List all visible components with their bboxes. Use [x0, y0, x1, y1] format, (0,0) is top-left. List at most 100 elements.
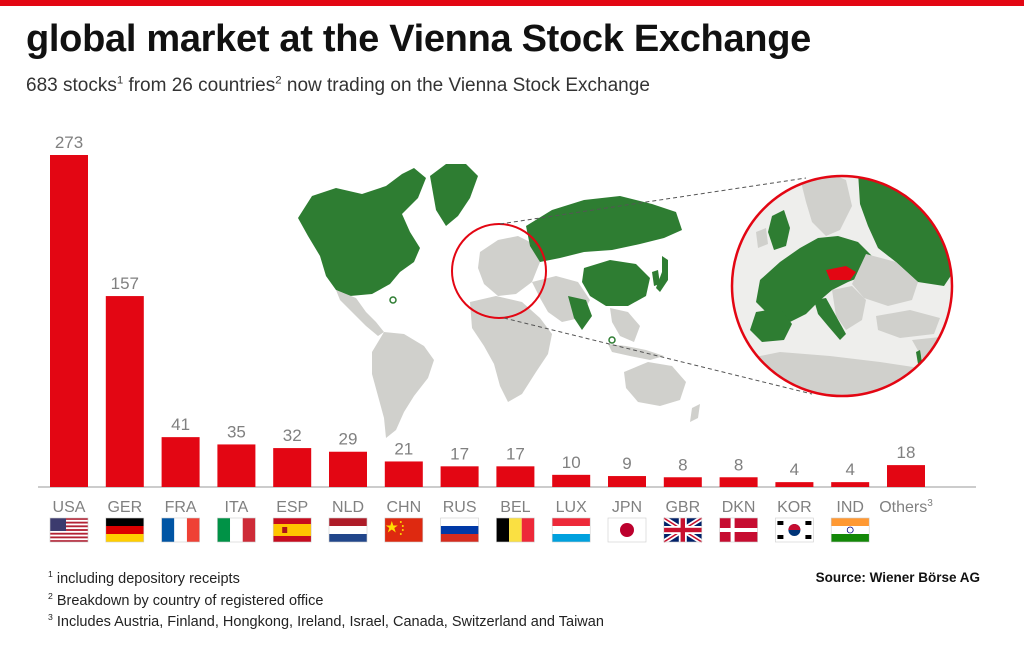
zoom-israel [916, 350, 922, 364]
top-accent-bar [0, 0, 1024, 6]
france-flag-icon [161, 517, 200, 543]
subtitle-rest: now trading on the Vienna Stock Exchange [281, 75, 650, 96]
value-labels-group: 273 157 41 35 32 29 21 17 17 10 9 8 8 4 4 18 [55, 133, 916, 479]
belgium-flag-icon [496, 517, 535, 543]
bar-esp [273, 448, 312, 487]
value-label-others: 18 [897, 443, 916, 462]
footnote-2: 2 Breakdown by country of registered off… [48, 591, 604, 613]
page-subtitle: 683 stocks1 from 26 countries2 now tradi… [26, 75, 650, 97]
value-label-bel: 17 [506, 444, 525, 463]
map-marker-small-1 [389, 296, 397, 304]
map-japan [656, 256, 668, 292]
spain-flag-icon [272, 517, 312, 543]
map-marker-small-2 [608, 336, 616, 344]
category-label-others: Others3 [879, 498, 933, 516]
zoom-uk [768, 210, 790, 250]
subtitle-countries: from 26 countries [123, 75, 276, 96]
value-label-jpn: 9 [622, 454, 631, 473]
subtitle-footnote-mark-2: 2 [275, 74, 282, 87]
europe-zoom-map [730, 174, 954, 398]
value-label-chn: 21 [394, 439, 413, 458]
zoom-balkans [832, 286, 866, 330]
world-map [298, 164, 700, 438]
bar-ind [831, 482, 870, 487]
category-label-fra: FRA [165, 499, 197, 516]
bar-fra [161, 437, 200, 487]
category-label-bel: BEL [500, 499, 530, 516]
zoom-italy [814, 298, 846, 340]
zoom-eastern-europe [852, 254, 918, 306]
category-label-lux: LUX [556, 499, 587, 516]
usa-flag-icon [49, 517, 89, 543]
russia-flag-icon [440, 517, 479, 543]
footnote-1: 1 including depository receipts [48, 569, 604, 591]
value-label-rus: 17 [450, 444, 469, 463]
map-australia [624, 362, 686, 406]
category-label-ind: IND [836, 499, 864, 516]
category-label-usa: USA [53, 499, 86, 516]
bar-nld [329, 451, 367, 487]
bar-usa [50, 155, 88, 487]
value-label-nld: 29 [339, 430, 358, 449]
japan-flag-icon [607, 517, 647, 543]
footnotes: 1 including depository receipts 2 Breakd… [48, 569, 604, 634]
zoom-ireland [756, 228, 768, 248]
value-label-ita: 35 [227, 422, 246, 441]
footnote-3-text: Includes Austria, Finland, Hongkong, Ire… [52, 614, 604, 630]
bar-bel [496, 466, 535, 487]
category-label-rus: RUS [443, 499, 477, 516]
category-label-esp: ESP [276, 499, 308, 516]
map-china [582, 260, 650, 306]
zoom-turkey [876, 310, 940, 338]
value-label-esp: 32 [283, 426, 302, 445]
bar-kor [775, 482, 814, 487]
europe-highlight-ring [451, 223, 547, 319]
bar-chn [384, 461, 423, 487]
page-title: global market at the Vienna Stock Exchan… [26, 18, 811, 60]
value-label-ind: 4 [845, 460, 854, 479]
india-flag-icon [830, 517, 870, 543]
map-europe [478, 236, 540, 296]
zoom-scandinavia [800, 176, 852, 236]
footnote-1-mark: 1 [48, 569, 53, 580]
category-label-ger: GER [107, 499, 142, 516]
denmark-flag-icon [719, 517, 758, 543]
china-flag-icon [384, 517, 424, 543]
luxembourg-flag-icon [551, 517, 591, 543]
footnote-2-text: Breakdown by country of registered offic… [52, 592, 324, 609]
bar-lux [552, 474, 591, 487]
value-label-lux: 10 [562, 453, 581, 472]
value-label-gbr: 8 [678, 455, 687, 474]
bar-others [887, 465, 925, 487]
bars-group [50, 155, 925, 487]
zoom-connector-top [499, 177, 807, 225]
map-north-america [298, 168, 426, 296]
zoom-circle-ring [730, 174, 954, 398]
bar-jpn [608, 476, 646, 487]
value-label-usa: 273 [55, 133, 83, 152]
zoom-continent [756, 236, 872, 322]
category-label-chn: CHN [386, 499, 421, 516]
bar-ger [105, 296, 144, 487]
map-new-zealand [690, 404, 700, 422]
map-russia [526, 196, 682, 262]
footnote-3: 3 Includes Austria, Finland, Hongkong, I… [48, 612, 604, 634]
category-labels-group: USA GER FRA ITA ESP NLD CHN RUS BEL LUX JPN GBR DKN K… [53, 498, 934, 516]
category-label-jpn: JPN [612, 499, 642, 516]
map-central-america [336, 290, 384, 336]
netherlands-flag-icon [328, 517, 368, 543]
subtitle-footnote-mark-1: 1 [116, 74, 124, 87]
map-southeast-asia [610, 308, 640, 342]
footnote-1-text: including depository receipts [52, 571, 240, 587]
zoom-austria [826, 266, 856, 280]
bar-gbr [663, 477, 702, 487]
map-india [568, 296, 592, 330]
zoom-connector-bottom [503, 317, 813, 395]
map-korea [652, 270, 660, 286]
map-africa [470, 296, 552, 402]
footnote-3-mark: 3 [48, 612, 53, 623]
flags-group [49, 515, 870, 545]
value-label-ger: 157 [111, 274, 139, 293]
category-label-dkn: DKN [722, 499, 756, 516]
